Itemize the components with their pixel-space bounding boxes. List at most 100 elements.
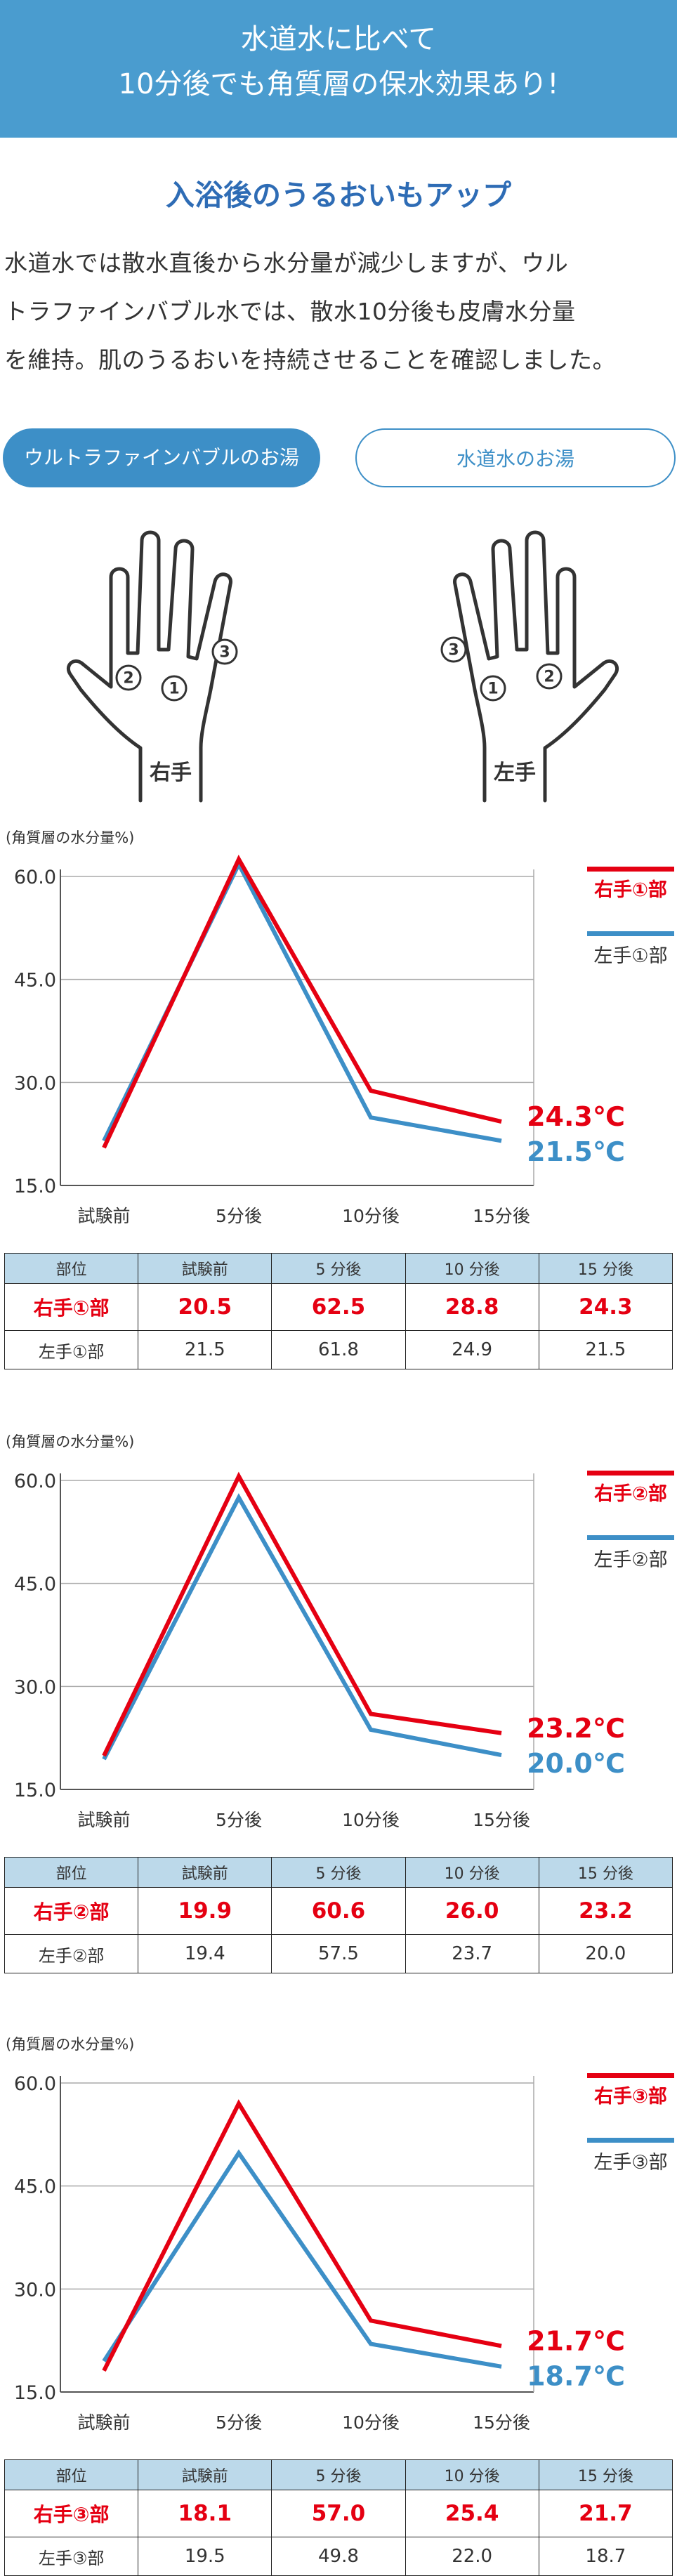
table-header-cell: 5 分後: [271, 2459, 406, 2490]
end-label-blue: 20.0℃: [527, 1748, 625, 1779]
left-hand-marker-ring-1: [480, 675, 506, 702]
table-cell: 23.7: [405, 1934, 539, 1973]
hands-diagram: 右手 1 2 3 左手 1 2 3: [66, 530, 619, 803]
end-label-blue: 18.7℃: [527, 2360, 625, 2391]
legend-swatch-red: [587, 2073, 674, 2078]
x-tick-label: 15分後: [473, 2412, 530, 2433]
legend-swatch-red: [587, 867, 674, 872]
table-header-cell: 5 分後: [271, 1857, 406, 1888]
table-row: 右手②部 19.9 60.6 26.0 23.2: [4, 1887, 673, 1935]
right-hand-marker-ring-2: [115, 664, 142, 691]
right-hand-label: 右手: [150, 761, 192, 785]
right-hand-marker-ring-1: [161, 675, 188, 702]
data-table-3: 部位 試験前 5 分後 10 分後 15 分後 右手③部 18.1 57.0 25.4 21.7 左…: [4, 2459, 673, 2576]
y-tick-label: 15.0: [14, 2382, 56, 2404]
table-row: 左手①部 21.5 61.8 24.9 21.5: [4, 1330, 673, 1369]
x-tick-label: 10分後: [342, 2412, 400, 2433]
table-header-cell: 10 分後: [405, 1253, 539, 1284]
body-text-line-2: トラファインバブル水では、散水10分後も皮膚水分量: [4, 298, 576, 325]
x-tick-label: 試験前: [77, 2412, 130, 2433]
legend-swatch-blue: [587, 931, 674, 936]
y-tick-label: 30.0: [14, 1072, 56, 1094]
series-line-red: [102, 855, 502, 1149]
table-cell: 49.8: [271, 2537, 406, 2576]
table-cell: 22.0: [405, 2537, 539, 2576]
table-cell: 21.5: [138, 1330, 272, 1369]
right-hand-marker-1: 1: [169, 681, 179, 698]
end-label-red: 21.7℃: [527, 2325, 625, 2356]
table-header-cell: 5 分後: [271, 1253, 406, 1284]
left-hand-illustration: [453, 530, 619, 803]
chart-2: (角質層の水分量%) 60.0 45.0 30.0 15.0 試験前 5分後 10分後 15分後…: [6, 1433, 674, 1830]
y-tick-label: 30.0: [14, 2279, 56, 2301]
legend-label-red: 右手①部: [594, 879, 667, 901]
left-hand-label: 左手: [494, 761, 536, 785]
x-tick-label: 試験前: [77, 1810, 130, 1830]
header-banner: 水道水に比べて 10分後でも角質層の保水効果あり!: [0, 0, 677, 138]
right-hand-outline: [66, 530, 232, 803]
table-header-cell: 15 分後: [538, 1857, 673, 1888]
table-cell: 20.0: [538, 1934, 673, 1973]
table-cell: 19.4: [138, 1934, 272, 1973]
table-cell: 20.5: [138, 1283, 272, 1331]
table-header-cell: 試験前: [138, 2459, 272, 2490]
legend-label-blue: 左手②部: [593, 1549, 667, 1571]
body-text-line-1: 水道水では散水直後から水分量が減少しますが、ウル: [4, 249, 569, 277]
left-hand-marker-3: 3: [448, 642, 459, 659]
y-tick-label: 45.0: [14, 970, 56, 992]
table-cell: 左手③部: [4, 2537, 139, 2576]
tab-tap-water[interactable]: 水道水のお湯: [355, 428, 676, 487]
y-axis-label: (角質層の水分量%): [6, 829, 134, 846]
table-row: 左手②部 19.4 57.5 23.7 20.0: [4, 1934, 673, 1973]
table-cell: 62.5: [271, 1283, 406, 1331]
table-cell: 24.9: [405, 1330, 539, 1369]
header-line-2: 10分後でも角質層の保水効果あり!: [118, 68, 559, 100]
body-text-line-3: を維持。肌のうるおいを持続させることを確認しました。: [4, 346, 616, 374]
table-cell: 28.8: [405, 1283, 539, 1331]
y-axis-label: (角質層の水分量%): [6, 1433, 134, 1450]
left-hand-outline: [453, 530, 619, 803]
left-hand-marker-ring-3: [440, 636, 467, 663]
end-label-blue: 21.5℃: [527, 1136, 625, 1167]
y-tick-label: 60.0: [14, 1471, 56, 1492]
table-cell: 右手②部: [4, 1887, 139, 1935]
table-cell: 61.8: [271, 1330, 406, 1369]
series-line-red: [102, 2099, 502, 2372]
legend-label-red: 右手③部: [594, 2085, 667, 2108]
left-hand-marker-2: 2: [544, 669, 554, 686]
table-header-cell: 10 分後: [405, 2459, 539, 2490]
x-tick-label: 試験前: [77, 1206, 130, 1226]
section-subtitle: 入浴後のうるおいもアップ: [166, 178, 511, 212]
y-tick-label: 15.0: [14, 1176, 56, 1197]
table-cell: 57.5: [271, 1934, 406, 1973]
y-tick-label: 60.0: [14, 867, 56, 888]
table-row: 左手③部 19.5 49.8 22.0 18.7: [4, 2537, 673, 2576]
right-hand-marker-3: 3: [219, 644, 230, 662]
table-cell: 60.6: [271, 1887, 406, 1935]
series-line-blue: [102, 2149, 502, 2369]
table-cell: 21.7: [538, 2490, 673, 2537]
table-cell: 21.5: [538, 1330, 673, 1369]
table-cell: 23.2: [538, 1887, 673, 1935]
x-tick-label: 5分後: [216, 1810, 262, 1830]
table-cell: 右手③部: [4, 2490, 139, 2537]
data-table-2: 部位 試験前 5 分後 10 分後 15 分後 右手②部 19.9 60.6 26.0 23.2 左…: [4, 1857, 673, 1973]
table-cell: 26.0: [405, 1887, 539, 1935]
end-label-red: 24.3℃: [527, 1101, 625, 1132]
y-tick-label: 15.0: [14, 1780, 56, 1801]
legend-swatch-blue: [587, 2138, 674, 2143]
table-cell: 57.0: [271, 2490, 406, 2537]
left-hand-marker-ring-2: [536, 663, 563, 690]
right-hand-illustration: [66, 530, 232, 803]
y-tick-label: 60.0: [14, 2073, 56, 2095]
tab-ultrafine-bubble[interactable]: ウルトラファインバブルのお湯: [3, 428, 320, 487]
chart-1: (角質層の水分量%) 60.0 45.0 30.0 15.0 試験前 5分後 10分後 15分後…: [6, 829, 674, 1226]
x-tick-label: 10分後: [342, 1810, 400, 1830]
table-header-cell: 15 分後: [538, 1253, 673, 1284]
right-hand-marker-2: 2: [123, 670, 133, 688]
data-table-1: 部位 試験前 5 分後 10 分後 15 分後 右手①部 20.5 62.5 28.8 24.3 左…: [4, 1253, 673, 1369]
legend-label-blue: 左手③部: [593, 2152, 667, 2174]
table-cell: 18.7: [538, 2537, 673, 2576]
y-tick-label: 30.0: [14, 1676, 56, 1698]
legend-swatch-blue: [587, 1535, 674, 1540]
